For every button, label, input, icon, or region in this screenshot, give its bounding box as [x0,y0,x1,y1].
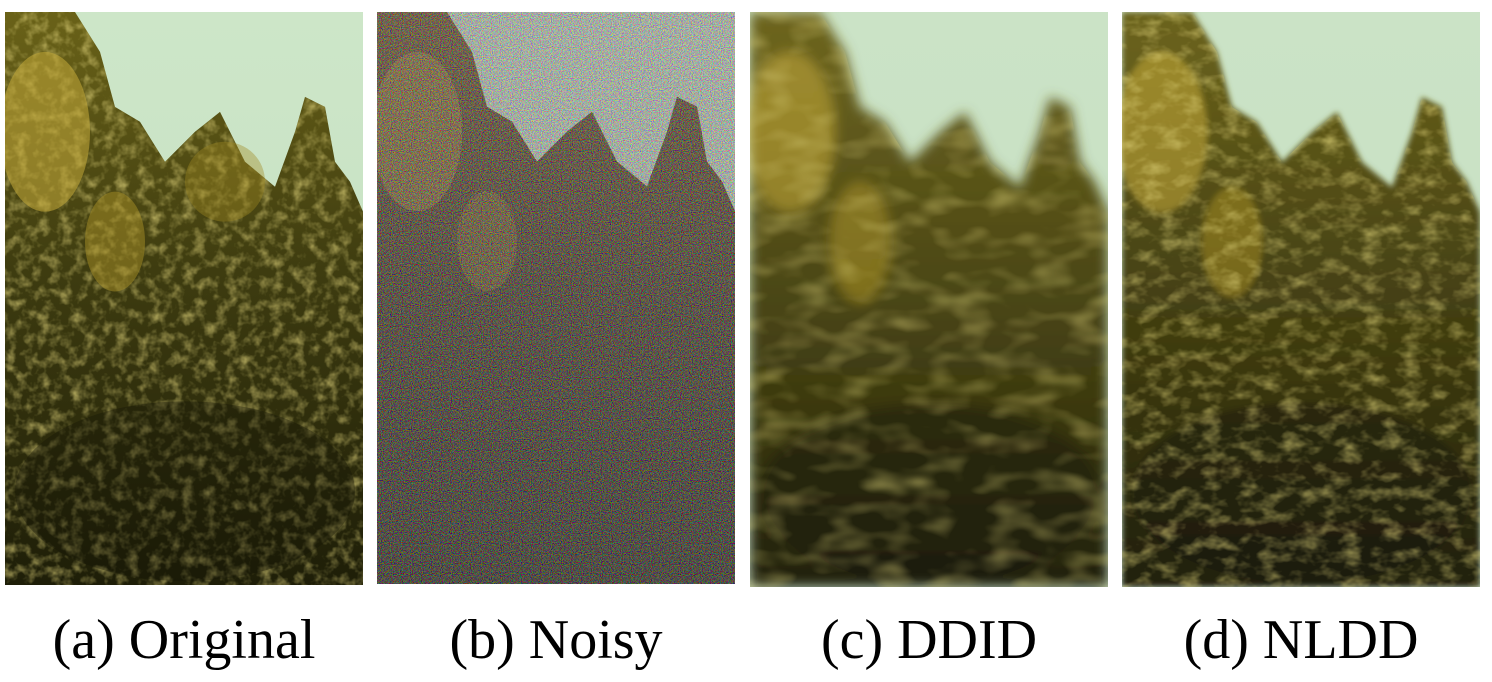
image-panel-nldd [1122,12,1480,587]
tree-image-nldd [1122,12,1480,587]
caption-nldd: (d) NLDD [1183,609,1419,671]
caption-ddid: (c) DDID [820,609,1038,671]
image-panel-original [5,12,363,585]
image-panel-ddid [750,12,1108,587]
tree-image-ddid [750,12,1108,587]
caption-noisy: (b) Noisy [449,609,663,671]
caption-original: (a) Original [52,609,316,671]
image-panel-noisy [377,12,735,584]
tree-image-noisy [377,12,735,584]
tree-image-original [5,12,363,585]
